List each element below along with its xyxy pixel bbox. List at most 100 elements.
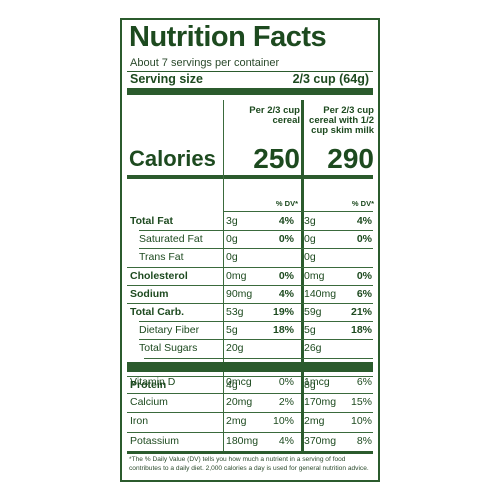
amount-cereal: 2mg xyxy=(226,415,247,427)
dv-cereal: 2% xyxy=(278,395,294,408)
row-divider xyxy=(127,303,373,304)
amount-with-milk: 59g xyxy=(304,306,322,318)
rule-thick xyxy=(127,88,373,95)
amount-with-milk: 2mg xyxy=(304,415,325,427)
table-row: Total Sugars 20g 26g xyxy=(122,339,378,358)
servings-per-container: About 7 servings per container xyxy=(130,57,280,69)
nutrient-name: Protein xyxy=(130,378,167,391)
row-divider xyxy=(127,266,373,268)
dv-with-milk: 10% xyxy=(350,415,372,427)
row-divider xyxy=(139,339,373,341)
calories-cereal: 250 xyxy=(253,143,300,174)
amount-cereal: 4g xyxy=(226,378,238,391)
column-header-with-milk: Per 2/3 cup cereal with 1/2 cup skim mil… xyxy=(309,105,374,136)
nutrition-facts-label: Nutrition Facts About 7 servings per con… xyxy=(120,18,380,482)
row-divider xyxy=(127,375,373,377)
amount-cereal: 20g xyxy=(226,342,244,355)
dv-with-milk: 8% xyxy=(356,434,372,447)
amount-with-milk: 140mg xyxy=(304,287,337,300)
amount-with-milk: 370mg xyxy=(304,434,337,447)
table-row: Protein 4g 8g xyxy=(122,376,378,395)
column-header-cereal: Per 2/3 cup cereal xyxy=(249,105,300,126)
serving-size-value: 2/3 cup (64g) xyxy=(292,72,369,86)
amount-with-milk: 5g xyxy=(304,324,316,337)
vitamin-name: Vitamin D xyxy=(130,376,176,388)
dv-cereal: 10% xyxy=(272,415,294,427)
vitamin-name: Iron xyxy=(130,415,149,427)
column-divider xyxy=(223,100,224,363)
dv-cereal: 19% xyxy=(272,306,294,318)
row-divider xyxy=(127,284,373,286)
dv-with-milk: 18% xyxy=(350,324,372,337)
table-row: Potassium 180mg 4% 370mg 8% xyxy=(122,432,378,451)
amount-cereal: 0g xyxy=(226,251,238,264)
dv-with-milk: 0% xyxy=(356,233,372,246)
rule-thin xyxy=(127,71,373,72)
serving-size-label: Serving size xyxy=(130,72,203,86)
amount-with-milk: 8g xyxy=(304,378,316,391)
nutrient-name: Total Sugars xyxy=(139,342,198,355)
dv-with-milk: 15% xyxy=(350,395,372,408)
amount-cereal: 90mg xyxy=(226,287,253,300)
nutrient-name: Dietary Fiber xyxy=(139,324,200,337)
column-divider-thick xyxy=(301,100,304,363)
dv-cereal: 4% xyxy=(278,287,294,300)
table-row: Calcium 20mg 2% 170mg 15% xyxy=(122,393,378,412)
amount-with-milk: 0mg xyxy=(304,269,325,282)
nutrient-name: Sodium xyxy=(130,287,169,300)
rule-medium xyxy=(127,175,373,179)
column-divider xyxy=(223,372,224,452)
amount-with-milk: 0g xyxy=(304,251,316,264)
amount-cereal: 53g xyxy=(226,306,244,318)
nutrient-name: Trans Fat xyxy=(139,251,184,264)
row-divider xyxy=(144,357,373,359)
calories-label: Calories xyxy=(129,146,216,171)
row-divider xyxy=(127,412,373,413)
amount-cereal: 180mg xyxy=(226,434,259,447)
amount-with-milk: 3g xyxy=(304,215,316,227)
row-divider xyxy=(139,230,373,232)
amount-cereal: 3g xyxy=(226,215,238,227)
nutrient-name: Total Fat xyxy=(130,215,173,227)
row-divider xyxy=(127,392,373,394)
amount-with-milk: 26g xyxy=(304,342,322,355)
calories-with-milk: 290 xyxy=(327,143,374,174)
dv-cereal: 4% xyxy=(278,434,294,447)
table-row: Total Carb. 53g 19% 59g 21% xyxy=(122,303,378,322)
dv-cereal: 0% xyxy=(278,376,294,388)
amount-cereal: 0mg xyxy=(226,269,247,282)
dv-with-milk: 6% xyxy=(356,376,372,388)
table-row: Saturated Fat 0g 0% 0g 0% xyxy=(122,230,378,249)
rule-medium xyxy=(127,451,373,454)
dv-cereal: 0% xyxy=(278,233,294,246)
nutrient-name: Saturated Fat xyxy=(139,233,203,246)
dv-cereal: 18% xyxy=(272,324,294,337)
dv-cereal: 4% xyxy=(278,215,294,227)
table-row: Cholesterol 0mg 0% 0mg 0% xyxy=(122,267,378,286)
dv-with-milk: 0% xyxy=(356,269,372,282)
amount-with-milk: 1mcg xyxy=(304,376,330,388)
column-divider-thick xyxy=(301,372,304,452)
row-divider xyxy=(139,248,373,250)
nutrient-name: Cholesterol xyxy=(130,269,188,282)
dv-cereal: 0% xyxy=(278,269,294,282)
amount-cereal: 5g xyxy=(226,324,238,337)
dv-with-milk: 6% xyxy=(356,287,372,300)
table-row: Sodium 90mg 4% 140mg 6% xyxy=(122,285,378,304)
amount-with-milk: 0g xyxy=(304,233,316,246)
dv-with-milk: 21% xyxy=(350,306,372,318)
vitamin-name: Calcium xyxy=(130,395,168,408)
table-row: Trans Fat 0g 0g xyxy=(122,248,378,267)
amount-cereal: 20mg xyxy=(226,395,253,408)
label-title: Nutrition Facts xyxy=(129,21,327,53)
rule-thin xyxy=(223,211,373,212)
vitamin-name: Potassium xyxy=(130,434,180,447)
amount-cereal: 0g xyxy=(226,233,238,246)
row-divider xyxy=(127,431,373,433)
nutrient-name: Total Carb. xyxy=(130,306,185,318)
dv-header-cereal: % DV* xyxy=(275,199,298,208)
amount-with-milk: 170mg xyxy=(304,395,337,408)
table-row: Dietary Fiber 5g 18% 5g 18% xyxy=(122,321,378,340)
row-divider xyxy=(139,321,373,323)
rule-thick xyxy=(127,362,373,372)
